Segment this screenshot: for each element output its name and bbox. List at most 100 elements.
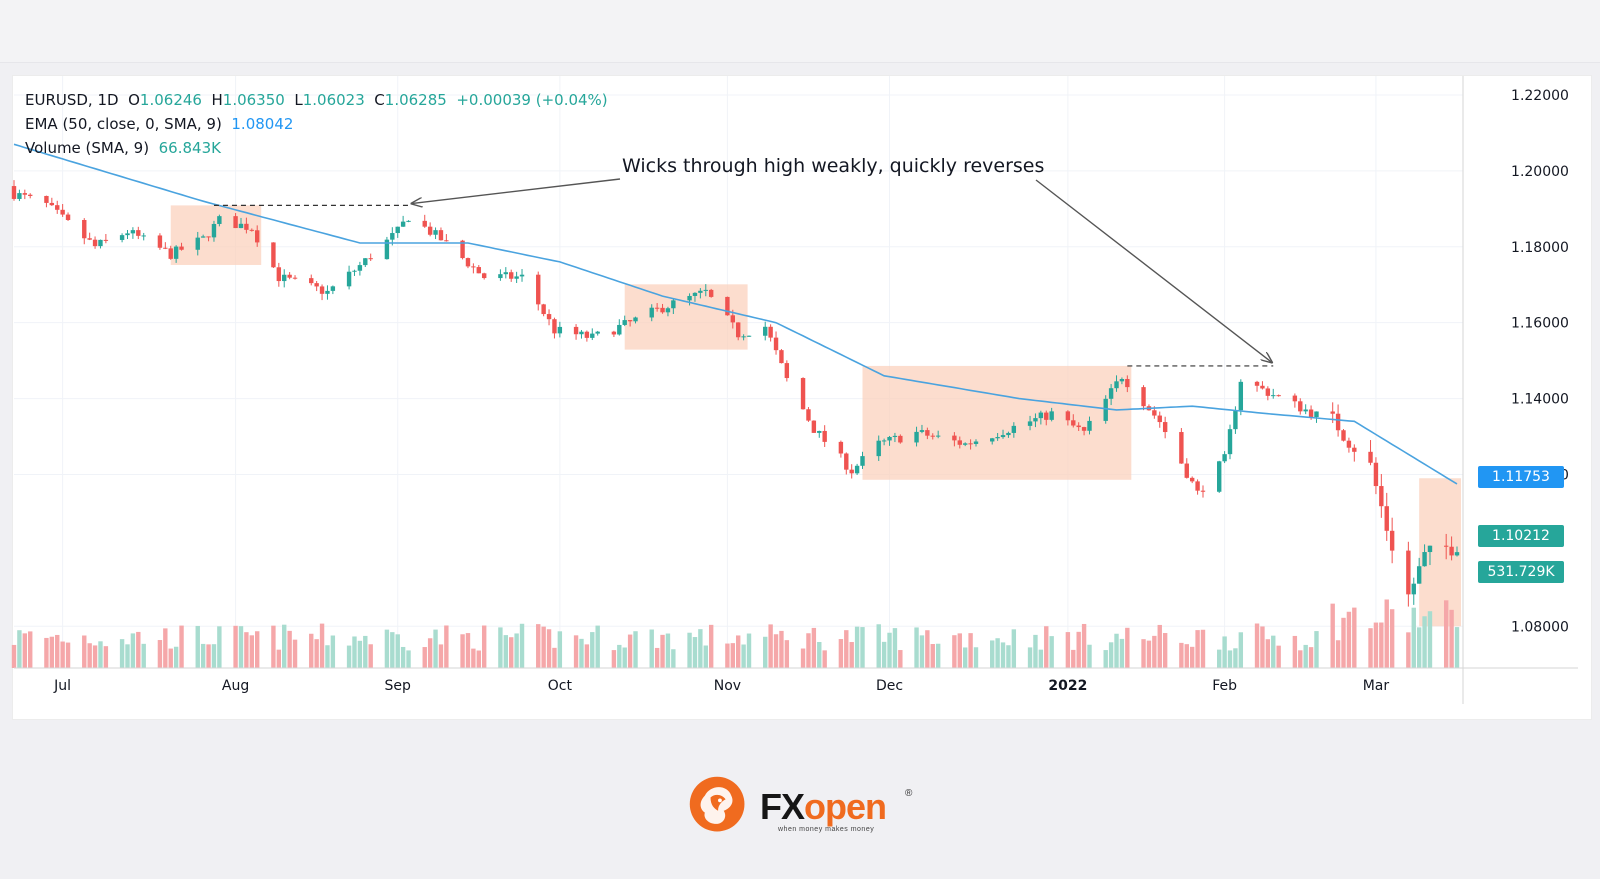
volume-bar	[995, 638, 1000, 668]
candle-up	[363, 258, 368, 266]
y-tick-label: 1.18000	[1511, 240, 1569, 256]
volume-bar	[1071, 649, 1076, 668]
candle-down	[1389, 530, 1395, 551]
candle-up	[876, 440, 881, 457]
volume-tag: 531.729K	[1478, 561, 1564, 583]
legend-high-label: H	[211, 91, 223, 109]
candle-down	[725, 296, 730, 316]
legend-open-label: O	[128, 91, 140, 109]
volume-bar	[498, 627, 503, 668]
volume-bar	[973, 647, 979, 668]
candle-up	[687, 295, 692, 301]
candle-down	[898, 435, 903, 443]
candle-up	[357, 265, 363, 271]
candle-down	[1189, 477, 1195, 482]
volume-bar	[395, 634, 400, 668]
x-tick-label: Feb	[1212, 678, 1237, 694]
candle-up	[665, 308, 671, 313]
candle-up	[130, 230, 136, 234]
candle-down	[276, 267, 282, 282]
candle-up	[590, 333, 595, 338]
candle-down	[844, 453, 849, 470]
highlight-range-box	[624, 284, 748, 350]
volume-bar	[1303, 644, 1308, 668]
candle-up	[395, 226, 400, 234]
candle-up	[195, 237, 200, 250]
volume-bar	[503, 635, 509, 668]
candle-down	[1071, 420, 1076, 426]
candle-down	[1141, 387, 1146, 407]
volume-bar	[887, 632, 892, 668]
volume-bar	[1265, 639, 1271, 668]
volume-bar	[249, 635, 254, 668]
volume-bar	[1260, 626, 1265, 668]
candle-up	[763, 326, 768, 336]
candle-up	[503, 272, 509, 275]
candle-up	[892, 435, 898, 437]
volume-bar	[687, 632, 692, 668]
volume-bar	[1011, 629, 1017, 668]
volume-bar	[611, 650, 617, 668]
volume-bar	[1449, 609, 1454, 668]
candle-down	[1384, 506, 1389, 531]
candle-up	[1222, 454, 1227, 462]
volume-bar	[179, 625, 184, 668]
volume-bar	[130, 633, 136, 668]
volume-bar	[703, 645, 708, 668]
volume-bar	[82, 635, 87, 668]
volume-bar	[1200, 629, 1206, 668]
volume-bar	[854, 626, 860, 668]
candle-up	[817, 430, 822, 433]
candle-down	[1152, 410, 1157, 416]
x-tick-label: Oct	[548, 678, 573, 694]
volume-bar	[962, 647, 968, 668]
volume-bar	[87, 643, 92, 668]
annotation-label: Wicks through high weakly, quickly rever…	[622, 155, 1045, 177]
candle-up	[887, 436, 892, 441]
volume-bar	[1384, 599, 1389, 668]
candle-down	[319, 286, 325, 294]
y-tick-label: 1.08000	[1511, 619, 1569, 635]
volume-bar	[1065, 632, 1071, 668]
candle-down	[233, 216, 238, 229]
y-tick-label: 1.14000	[1511, 392, 1569, 408]
brand-fx: FX	[760, 786, 805, 827]
volume-bar	[844, 630, 849, 668]
candle-down	[1379, 486, 1384, 507]
candle-up	[962, 443, 968, 445]
candle-down	[60, 209, 65, 215]
volume-bar	[919, 635, 925, 668]
candle-down	[654, 307, 660, 309]
last-price-tag: 1.10212	[1478, 525, 1564, 547]
candle-down	[1254, 381, 1260, 386]
candle-down	[157, 235, 163, 248]
candle-down	[87, 238, 92, 240]
volume-bar	[1195, 630, 1200, 668]
candle-up	[141, 235, 146, 237]
volume-bar	[1254, 623, 1260, 668]
volume-bar	[314, 639, 319, 668]
volume-bar	[255, 631, 260, 668]
volume-bar	[1044, 626, 1049, 668]
volume-bar	[692, 637, 698, 668]
candle-up	[390, 233, 395, 240]
volume-bar	[654, 647, 660, 668]
volume-bar	[741, 644, 746, 668]
volume-bar	[433, 629, 438, 668]
volume-bar	[914, 627, 919, 668]
volume-bar	[319, 623, 325, 668]
candle-down	[584, 331, 590, 338]
volume-bar	[271, 625, 276, 668]
candle-up	[1033, 418, 1038, 422]
candle-down	[1076, 425, 1081, 428]
candle-up	[914, 431, 919, 443]
candle-up	[346, 271, 352, 287]
candle-up	[1027, 421, 1033, 426]
candle-up	[433, 230, 438, 235]
volume-bar	[1189, 646, 1195, 668]
volume-bar	[1027, 647, 1033, 668]
candle-down	[1162, 422, 1168, 433]
candle-down	[849, 469, 854, 474]
candle-down	[773, 337, 779, 351]
